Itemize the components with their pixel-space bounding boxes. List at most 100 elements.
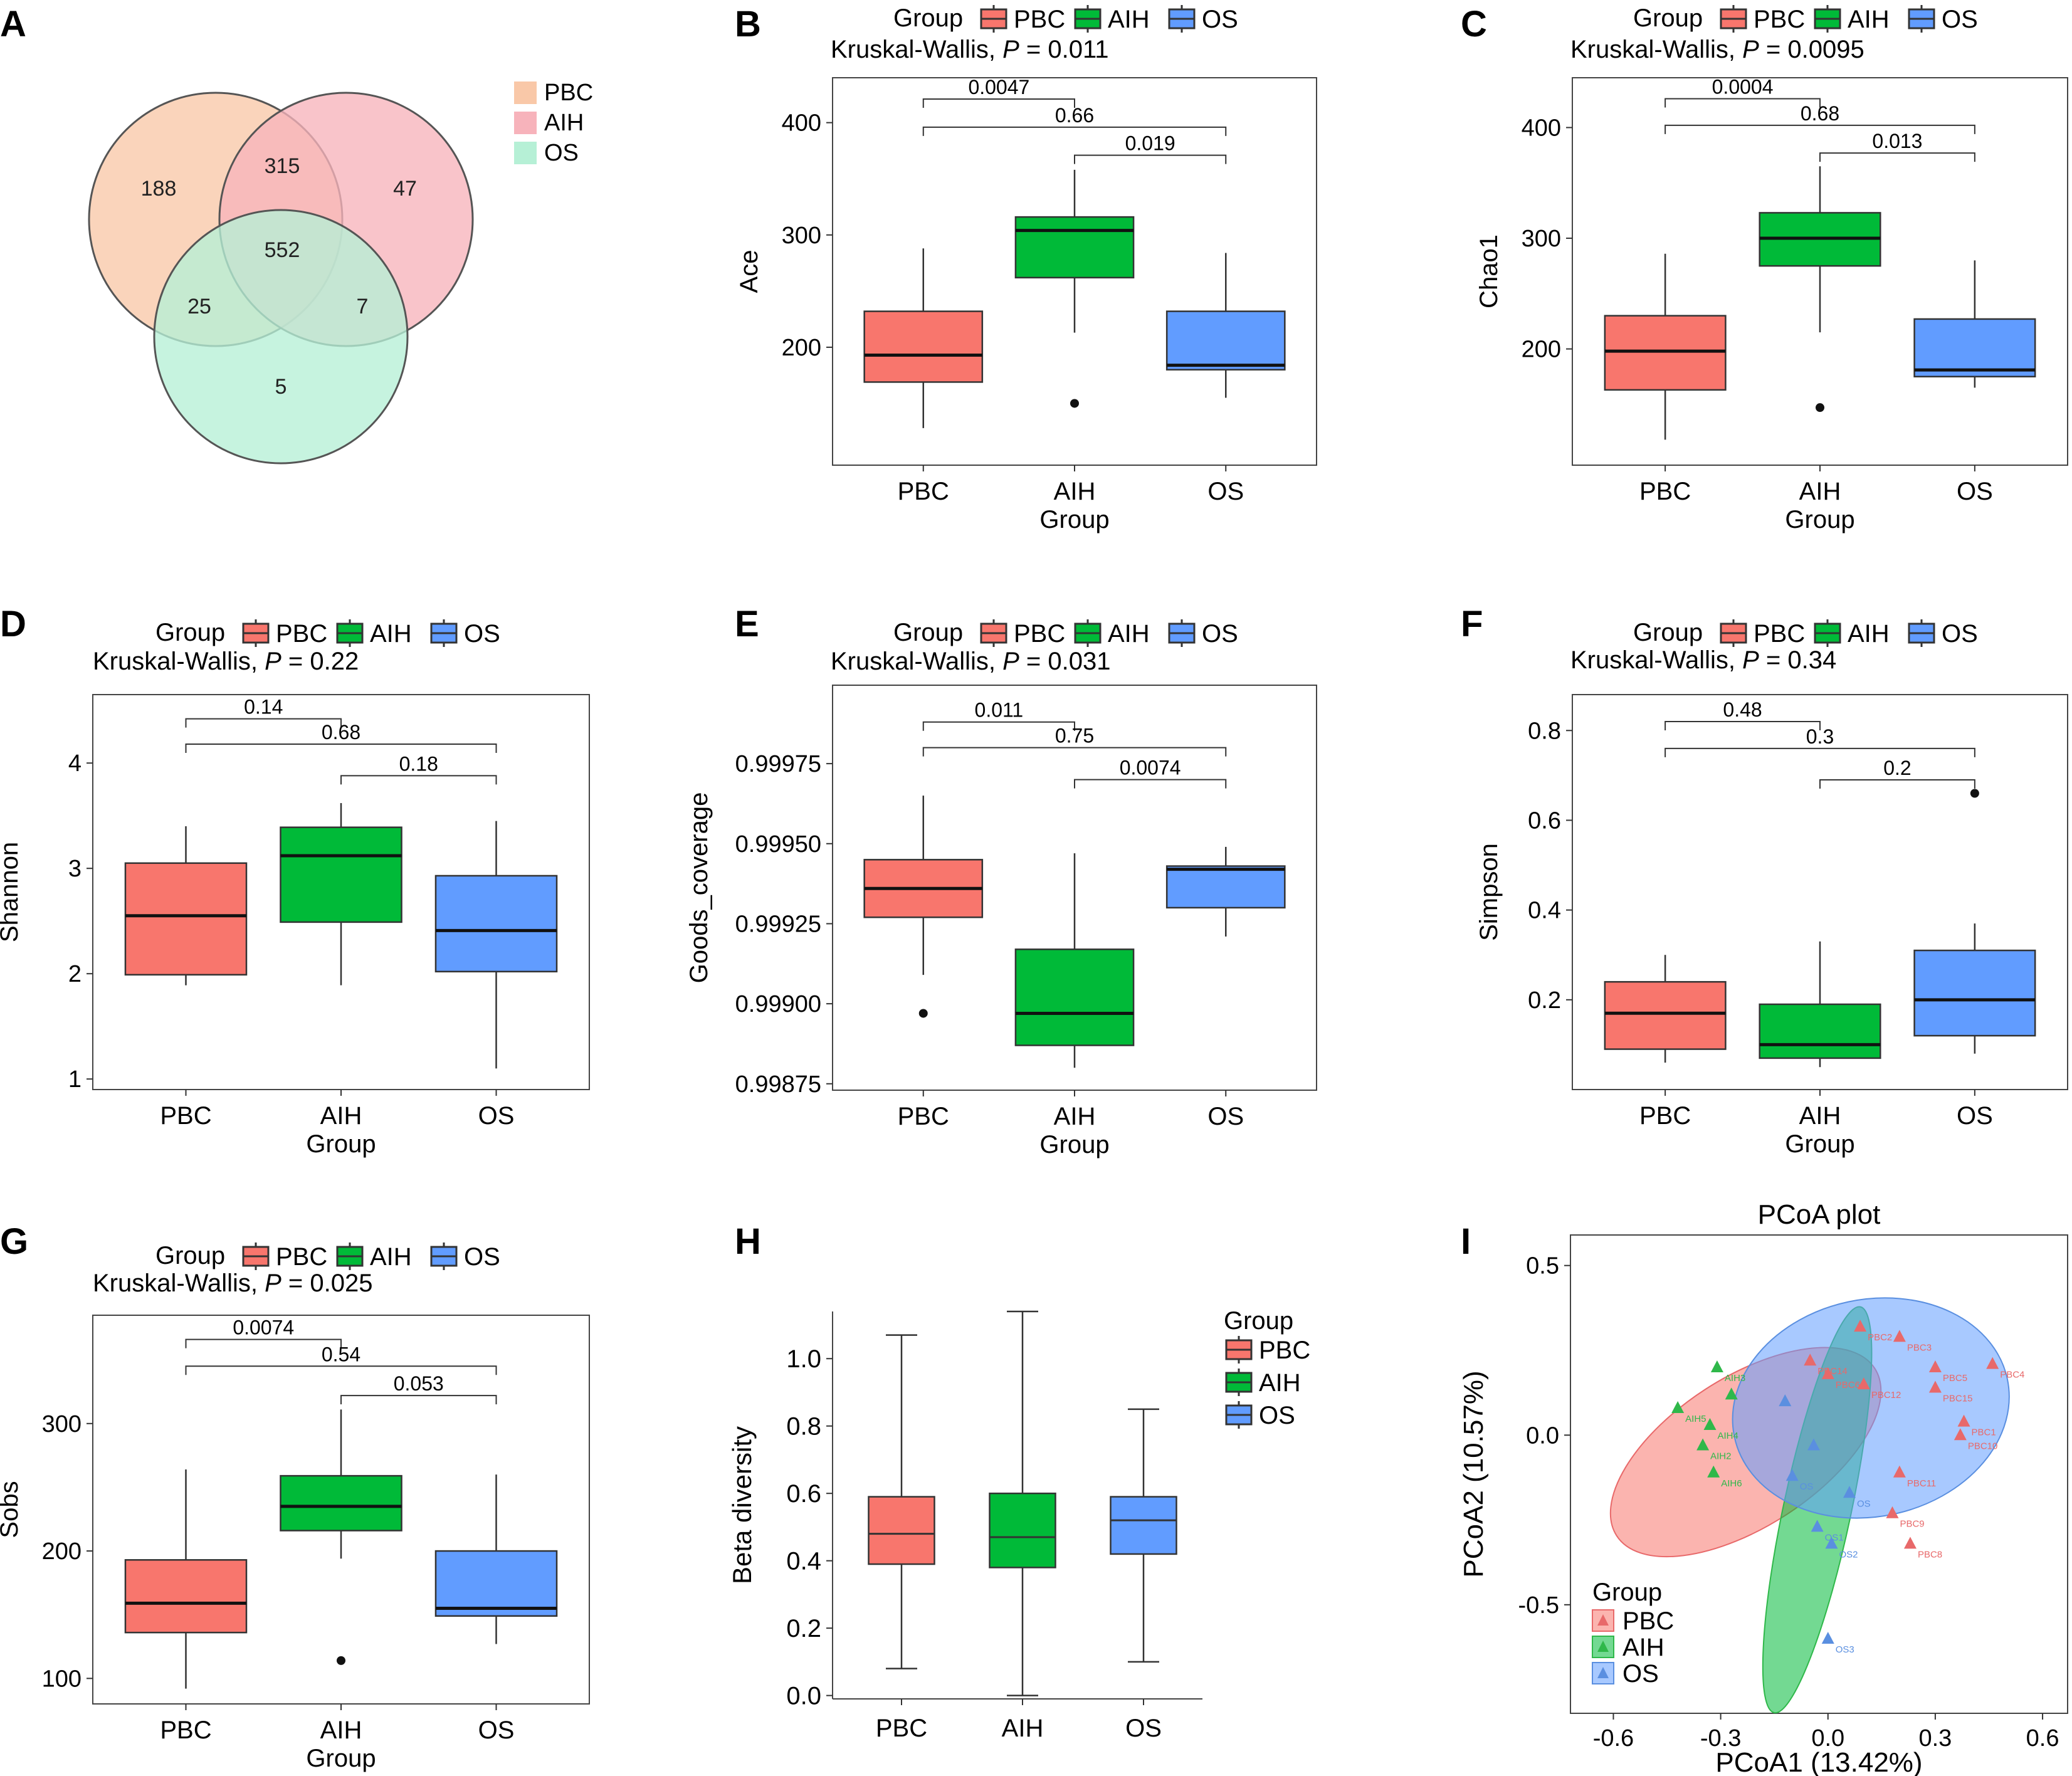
box-aih-iqr bbox=[989, 1492, 1056, 1568]
comparison-p-value: 0.013 bbox=[1872, 130, 1922, 152]
y-tick-label: 200 bbox=[782, 335, 821, 361]
legend-label-os: OS bbox=[1942, 620, 1978, 648]
legend-label-pbc: PBC bbox=[1259, 1337, 1310, 1364]
stat-test-name: Kruskal-Wallis, bbox=[1570, 36, 1742, 63]
point-label: AIH3 bbox=[1725, 1373, 1745, 1384]
legend-title: Group bbox=[1633, 4, 1703, 32]
box-os-outlier bbox=[1970, 789, 1979, 798]
y-tick-label: 0.0 bbox=[786, 1683, 821, 1710]
comparison-bracket bbox=[1074, 154, 1227, 164]
box-pbc-iqr bbox=[1604, 980, 1727, 1050]
point-pbc bbox=[1957, 1414, 1970, 1427]
comparison-bracket bbox=[922, 126, 1227, 136]
comparison-bracket bbox=[1664, 124, 1975, 134]
comparison-bracket bbox=[185, 1365, 497, 1375]
panel-a-venn: 188 315 47 552 25 7 5 PBC AIH OS bbox=[88, 80, 593, 465]
comparison-bracket bbox=[922, 98, 1075, 108]
comparison-p-value: 0.68 bbox=[1801, 102, 1839, 125]
point-os bbox=[1825, 1537, 1838, 1549]
stat-p-value: = 0.0095 bbox=[1759, 36, 1864, 63]
panel-i-pcoa: PCoA plot PBC2 PBC3 PBC5 PBC4 PBC6 PBC14 PBC12 P… bbox=[1458, 1199, 2068, 1776]
box-pbc-outlier bbox=[918, 1009, 928, 1018]
box-os-iqr bbox=[434, 1550, 558, 1617]
y-tick-label: 300 bbox=[42, 1411, 82, 1437]
stat-p-symbol: P bbox=[265, 648, 281, 675]
x-axis-label: Group bbox=[306, 1745, 376, 1772]
legend-label-os: OS bbox=[1202, 6, 1238, 33]
legend-label-os: OS bbox=[1259, 1402, 1295, 1429]
box-aih-iqr bbox=[1014, 948, 1135, 1046]
x-tick-label-pbc: PBC bbox=[160, 1716, 211, 1744]
panel-letter-h: H bbox=[735, 1221, 761, 1262]
point-aih bbox=[1703, 1418, 1717, 1431]
x-tick-label-pbc: PBC bbox=[876, 1715, 927, 1742]
legend-label-os: OS bbox=[544, 140, 579, 166]
x-tick-label-os: OS bbox=[1957, 1102, 1993, 1130]
legend-title: Group bbox=[893, 619, 963, 646]
legend-label-os: OS bbox=[1622, 1660, 1659, 1688]
panel-letter-a: A bbox=[0, 4, 26, 45]
box-aih-iqr bbox=[1014, 216, 1135, 279]
comparison-p-value: 0.0074 bbox=[1120, 757, 1181, 779]
box-aih-outlier bbox=[1070, 399, 1079, 408]
x-axis-label: Group bbox=[1785, 506, 1854, 533]
stat-test-label: Kruskal-Wallis, P = 0.0095 bbox=[1570, 36, 1864, 63]
point-label: AIH4 bbox=[1717, 1431, 1738, 1441]
y-tick-label: 0.5 bbox=[1526, 1253, 1559, 1279]
legend-label-aih: AIH bbox=[370, 620, 412, 648]
legend-marker-pbc bbox=[1597, 1614, 1609, 1626]
point-pbc bbox=[1954, 1428, 1967, 1441]
panel-f-simpson: Group PBC AIH OS Kruskal-Wallis, P = 0.34 0.2… bbox=[1475, 619, 2068, 1158]
point-label: OS1 bbox=[1825, 1532, 1844, 1543]
y-axis-label: Simpson bbox=[1475, 843, 1503, 941]
point-pbc bbox=[1928, 1360, 1942, 1373]
stat-p-symbol: P bbox=[1742, 36, 1759, 63]
point-os bbox=[1821, 1631, 1834, 1644]
stat-test-name: Kruskal-Wallis, bbox=[831, 648, 1002, 675]
box-pbc-iqr bbox=[1604, 315, 1727, 391]
point-os bbox=[1843, 1486, 1856, 1498]
x-tick-label-pbc: PBC bbox=[1639, 1102, 1691, 1130]
legend-label-os: OS bbox=[1202, 620, 1238, 648]
stat-test-name: Kruskal-Wallis, bbox=[93, 1269, 265, 1297]
y-tick-label: 0.4 bbox=[1528, 898, 1561, 924]
legend-swatch-aih bbox=[514, 112, 537, 134]
x-tick-label: -0.3 bbox=[1700, 1725, 1741, 1752]
stat-p-symbol: P bbox=[1002, 648, 1019, 675]
point-aih bbox=[1710, 1360, 1723, 1373]
comparison-bracket bbox=[1664, 720, 1821, 730]
point-label: PBC2 bbox=[1868, 1332, 1892, 1343]
chart-title: PCoA plot bbox=[1758, 1199, 1881, 1230]
point-pbc bbox=[1893, 1465, 1906, 1478]
panel-letter-c: C bbox=[1461, 4, 1487, 45]
point-os bbox=[1811, 1520, 1824, 1532]
y-tick-label: 0.0 bbox=[1526, 1422, 1559, 1449]
legend-label-pbc: PBC bbox=[1754, 620, 1805, 648]
x-tick-label-pbc: PBC bbox=[898, 1103, 949, 1130]
y-tick-label: 0.99925 bbox=[735, 911, 821, 937]
y-axis-label: Beta diversity bbox=[727, 1426, 757, 1584]
y-axis-label: Shannon bbox=[0, 842, 23, 942]
y-tick-label: 1 bbox=[68, 1066, 82, 1093]
point-label: PBC4 bbox=[2000, 1370, 2024, 1380]
legend-title: Group bbox=[1592, 1579, 1662, 1606]
x-tick-label-aih: AIH bbox=[1799, 478, 1841, 505]
legend-label-aih: AIH bbox=[1848, 6, 1890, 33]
legend-label-pbc: PBC bbox=[1014, 620, 1065, 648]
panel-h-beta-diversity: 0.0 0.2 0.4 0.6 0.8 1.0 Beta diversity PBC AIH OS… bbox=[727, 1307, 1310, 1742]
box-aih-iqr bbox=[1759, 1003, 1881, 1059]
comparison-p-value: 0.75 bbox=[1055, 725, 1094, 747]
stat-test-label: Kruskal-Wallis, P = 0.22 bbox=[93, 648, 359, 675]
x-tick-label-aih: AIH bbox=[320, 1102, 362, 1130]
point-label: OS bbox=[1800, 1481, 1814, 1492]
stat-test-name: Kruskal-Wallis, bbox=[93, 648, 265, 675]
stat-test-label: Kruskal-Wallis, P = 0.011 bbox=[831, 36, 1109, 63]
x-tick-label-os: OS bbox=[478, 1102, 515, 1130]
point-pbc bbox=[1804, 1353, 1817, 1366]
comparison-bracket bbox=[1074, 779, 1227, 789]
legend-label-os: OS bbox=[464, 620, 500, 648]
panel-letter-e: E bbox=[735, 604, 759, 644]
comparison-p-value: 0.2 bbox=[1883, 757, 1911, 779]
comparison-bracket bbox=[340, 1395, 497, 1405]
legend-label-aih: AIH bbox=[1848, 620, 1890, 648]
